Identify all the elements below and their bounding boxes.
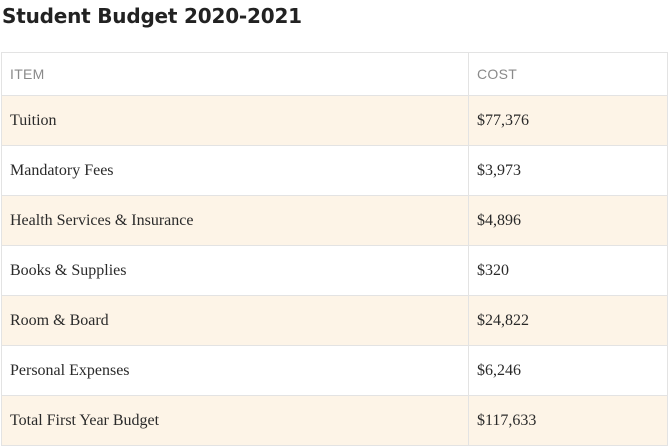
item-cell: Mandatory Fees bbox=[1, 145, 469, 196]
cost-cell: $4,896 bbox=[468, 195, 668, 246]
item-cell: Personal Expenses bbox=[1, 345, 469, 396]
total-cost-cell: $117,633 bbox=[468, 395, 668, 446]
cost-cell: $3,973 bbox=[468, 145, 668, 196]
table-header-row: ITEM COST bbox=[1, 52, 668, 96]
budget-table: ITEM COST Tuition $77,376 Mandatory Fees… bbox=[1, 52, 668, 446]
table-row: Books & Supplies $320 bbox=[1, 245, 668, 296]
cost-cell: $6,246 bbox=[468, 345, 668, 396]
table-row: Room & Board $24,822 bbox=[1, 295, 668, 346]
item-cell: Books & Supplies bbox=[1, 245, 469, 296]
column-header-cost: COST bbox=[468, 52, 668, 96]
item-cell: Health Services & Insurance bbox=[1, 195, 469, 246]
item-cell: Room & Board bbox=[1, 295, 469, 346]
table-row: Tuition $77,376 bbox=[1, 95, 668, 146]
total-label-cell: Total First Year Budget bbox=[1, 395, 469, 446]
total-row: Total First Year Budget $117,633 bbox=[1, 395, 668, 446]
table-row: Personal Expenses $6,246 bbox=[1, 345, 668, 396]
item-cell: Tuition bbox=[1, 95, 469, 146]
column-header-item: ITEM bbox=[1, 52, 469, 96]
cost-cell: $24,822 bbox=[468, 295, 668, 346]
cost-cell: $77,376 bbox=[468, 95, 668, 146]
table-row: Health Services & Insurance $4,896 bbox=[1, 195, 668, 246]
table-row: Mandatory Fees $3,973 bbox=[1, 145, 668, 196]
cost-cell: $320 bbox=[468, 245, 668, 296]
page-title: Student Budget 2020-2021 bbox=[2, 4, 302, 28]
